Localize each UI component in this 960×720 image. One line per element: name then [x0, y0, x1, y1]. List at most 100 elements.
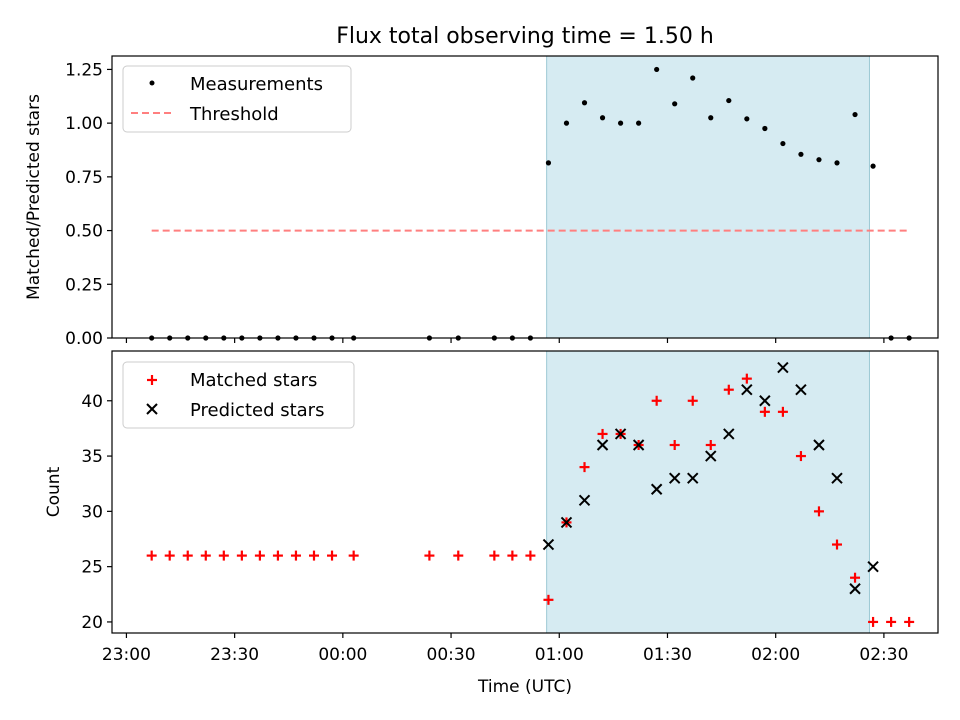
predicted-star-point — [596, 439, 609, 451]
legend-predicted-label: Predicted stars — [190, 400, 324, 421]
matched-star-point — [424, 550, 435, 561]
y-tick-label: 30 — [81, 502, 103, 522]
matched-star-point — [705, 440, 716, 450]
matched-star-point — [813, 506, 824, 517]
measurement-point — [617, 120, 624, 126]
predicted-star-point — [849, 583, 861, 595]
predicted-star-point — [578, 494, 591, 507]
matched-star-point — [850, 572, 861, 583]
matched-star-point — [308, 550, 319, 561]
ratio-y-ticks: 0.00 0.25 0.50 0.75 1.00 1.25 — [65, 60, 112, 349]
matched-star-point — [507, 550, 518, 561]
chart-title: Flux total observing time = 1.50 h — [336, 24, 714, 49]
matched-star-point — [290, 550, 301, 561]
matched-star-point — [723, 384, 734, 395]
predicted-star-point — [632, 439, 645, 451]
y-tick-label: 20 — [81, 613, 103, 633]
matched-star-point — [687, 395, 698, 406]
matched-star-point — [218, 550, 229, 561]
matched-star-point — [200, 550, 211, 561]
ratio-legend-box — [122, 65, 352, 133]
measurement-point — [798, 151, 804, 157]
count-plot-layer — [146, 361, 915, 627]
y-tick-label: 1.00 — [65, 114, 103, 134]
measurement-point — [581, 100, 588, 106]
matched-star-point — [886, 616, 897, 627]
predicted-star-point — [705, 450, 717, 462]
y-tick-label: 40 — [81, 392, 103, 412]
matched-star-point — [832, 539, 843, 550]
matched-star-point — [453, 550, 464, 561]
count-y-axis-label: Count — [44, 466, 64, 517]
matched-star-point — [525, 550, 536, 561]
matched-star-point — [904, 616, 915, 627]
measurement-point — [780, 140, 786, 147]
measurement-point — [870, 163, 876, 169]
ratio-panel: 0.00 0.25 0.50 0.75 1.00 1.25 Matched/Predict… — [24, 55, 939, 349]
legend-matched-label: Matched stars — [190, 370, 317, 391]
y-tick-label: 35 — [81, 447, 103, 467]
measurement-point — [599, 115, 606, 121]
ratio-window-band — [546, 55, 870, 339]
predicted-star-point — [795, 383, 807, 396]
legend-threshold-label: Threshold — [189, 104, 279, 125]
predicted-star-point — [560, 516, 573, 529]
predicted-star-point — [813, 439, 825, 451]
measurement-point — [654, 66, 660, 73]
predicted-star-point — [687, 472, 699, 484]
y-tick-label: 0.00 — [65, 329, 103, 349]
matched-star-point — [164, 550, 175, 561]
matched-star-point — [651, 395, 662, 406]
ratio-axes-frame — [111, 55, 939, 339]
matched-star-point — [182, 550, 193, 561]
matched-star-point — [254, 550, 265, 561]
measurement-point — [708, 115, 714, 121]
matched-star-point — [146, 550, 157, 561]
predicted-star-point — [759, 395, 771, 407]
matched-star-point — [759, 406, 770, 417]
ratio-y-axis-label: Matched/Predicted stars — [24, 94, 44, 300]
predicted-star-point — [777, 361, 789, 374]
predicted-star-point — [831, 472, 843, 484]
legend-matched-marker — [147, 375, 157, 385]
predicted-star-point — [614, 428, 627, 440]
predicted-star-point — [668, 472, 681, 484]
y-tick-label: 1.25 — [65, 60, 103, 80]
measurement-point — [762, 125, 768, 132]
predicted-star-point — [741, 383, 753, 396]
legend-measurements-label: Measurements — [190, 74, 323, 95]
count-legend-box — [122, 361, 355, 429]
x-axis-label: Time (UTC) — [477, 677, 572, 697]
x-tick-label: 23:00 — [102, 645, 151, 665]
count-axes-frame — [111, 350, 939, 634]
predicted-star-point — [542, 538, 555, 551]
y-tick-label: 25 — [81, 558, 103, 578]
measurement-point — [852, 111, 858, 118]
predicted-star-point — [723, 428, 735, 440]
x-tick-label: 23:30 — [210, 645, 259, 665]
y-tick-label: 0.75 — [65, 168, 103, 188]
legend-predicted-marker — [146, 403, 158, 415]
matched-star-point — [868, 616, 879, 627]
measurement-point — [690, 75, 696, 81]
count-x-ticks: 23:00 23:30 00:00 00:30 01:00 01:30 02:00 02:30 — [102, 633, 908, 665]
matched-star-point — [579, 462, 590, 473]
count-y-ticks: 20 25 30 35 40 — [81, 392, 112, 633]
measurement-point — [636, 120, 642, 126]
ratio-legend: Measurements Threshold — [122, 65, 352, 133]
count-legend: Matched stars Predicted stars — [122, 361, 355, 429]
count-panel: 23:00 23:30 00:00 00:30 01:00 01:30 02:00 02:30… — [44, 350, 939, 697]
x-tick-label: 00:00 — [318, 645, 367, 665]
matched-star-point — [543, 594, 554, 605]
measurement-point — [834, 160, 840, 166]
matched-star-point — [795, 451, 806, 462]
measurement-point — [672, 101, 678, 107]
legend-measurements-marker — [149, 80, 155, 86]
predicted-star-point — [867, 560, 879, 573]
matched-star-point — [272, 550, 283, 561]
measurement-point — [744, 116, 750, 122]
x-tick-label: 02:30 — [859, 645, 908, 665]
matched-star-point — [236, 550, 247, 561]
y-tick-label: 0.50 — [65, 222, 103, 242]
